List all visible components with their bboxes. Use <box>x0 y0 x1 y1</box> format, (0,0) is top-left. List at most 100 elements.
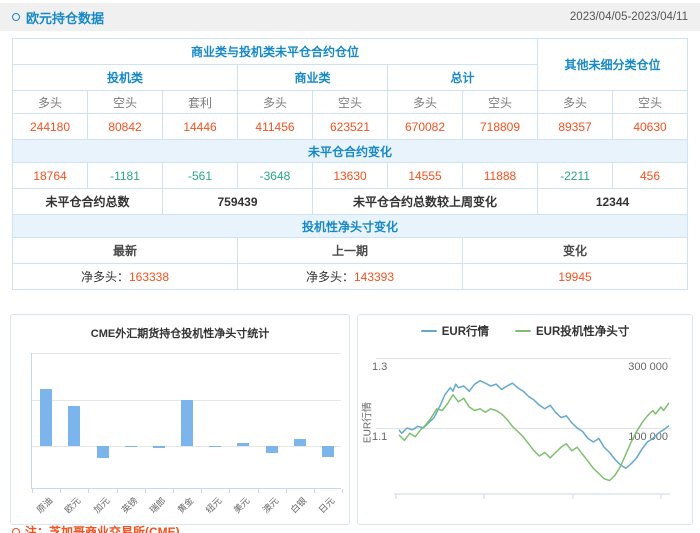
bar-日元 <box>321 446 334 458</box>
group-main-header: 商业类与投机类未平仓合约仓位 <box>12 38 538 65</box>
left-axis-tick-1.1: 1.1 <box>372 431 388 443</box>
bar-x-axis-tick <box>257 489 259 493</box>
left-axis-title: EUR行情 <box>362 401 374 444</box>
bar-黄金 <box>181 399 193 447</box>
line-chart-plot-area <box>394 379 670 499</box>
col-total-short: 空头 <box>462 90 538 114</box>
net-change-cell: 19945 <box>462 263 688 290</box>
category-header-row: 投机类 商业类 总计 <box>12 64 688 91</box>
note-circle-icon <box>12 527 20 533</box>
val-total-long: 670082 <box>387 113 463 140</box>
cot-table: 商业类与投机类未平仓合约仓位 其他未细分类仓位 投机类 商业类 总计 多头 空头… <box>12 38 688 290</box>
net-position-header: 投机性净头寸变化 <box>12 214 688 238</box>
chg-total-long: 14555 <box>387 162 463 189</box>
net-latest-label: 净多头： <box>80 270 129 284</box>
val-comm-short: 623521 <box>312 113 388 140</box>
header-speculative: 投机类 <box>12 64 238 91</box>
legend-line-swatch-blue <box>420 330 437 332</box>
chg-total-short: 11888 <box>462 162 538 189</box>
val-spec-spread: 14446 <box>162 113 238 140</box>
col-spec-long: 多头 <box>12 90 88 114</box>
chg-comm-short: 13630 <box>312 162 388 189</box>
col-change: 变化 <box>462 237 688 264</box>
legend-line-swatch-green <box>515 330 531 332</box>
bar-美元 <box>237 442 250 447</box>
page-title: 欧元持仓数据 <box>26 10 105 26</box>
val-spec-long: 244180 <box>12 113 88 140</box>
col-other-short: 空头 <box>612 90 688 114</box>
left-axis-tick-1.3: 1.3 <box>372 361 388 373</box>
net-latest-value: 163338 <box>128 270 170 284</box>
line-chart-legend: EUR行情 EUR投机性净头寸 <box>358 323 692 339</box>
net-prev-label: 净多头： <box>305 270 354 284</box>
oi-total-value: 759439 <box>162 188 313 215</box>
col-spec-short: 空头 <box>87 90 163 114</box>
positions-value-row: 244180 80842 14446 411456 623521 670082 … <box>12 113 688 140</box>
bar-xlabel-白银: 白银 <box>288 495 309 516</box>
line-gridline-mid <box>376 428 671 429</box>
col-other-long: 多头 <box>537 90 613 114</box>
bar-纽元 <box>209 446 222 448</box>
net-columns-row: 最新 上一期 变化 <box>12 237 688 264</box>
chg-spec-long: 18764 <box>12 162 88 189</box>
oi-total-row: 未平仓合约总数 759439 未平仓合约总数较上周变化 12344 <box>12 188 688 215</box>
chg-other-short: 456 <box>612 162 688 189</box>
bar-英镑 <box>124 446 137 448</box>
bar-gridline <box>32 353 341 354</box>
legend-item-eur-net[interactable]: EUR投机性净头寸 <box>515 323 629 339</box>
bar-chart-title: CME外汇期货持仓投机性净头寸统计 <box>90 328 270 340</box>
footer-note: 注：芝加哥商业交易所(CME) <box>12 523 180 533</box>
oi-weekly-change-value: 12344 <box>537 188 688 215</box>
val-other-short: 40630 <box>612 113 688 140</box>
bar-xlabel-澳元: 澳元 <box>260 495 280 516</box>
bar-xlabel-美元: 美元 <box>232 495 252 516</box>
oi-weekly-change-label: 未平仓合约总数较上周变化 <box>312 188 538 215</box>
header-commercial: 商业类 <box>237 64 388 91</box>
line-series-EUR投机性净头寸 <box>398 394 670 482</box>
position-type-row: 多头 空头 套利 多头 空头 多头 空头 多头 空头 <box>12 90 688 114</box>
oi-total-label: 未平仓合约总数 <box>12 188 163 215</box>
eur-line-chart-panel: EUR行情 EUR投机性净头寸 1.3 1.1 300 000 100 000 … <box>357 314 693 525</box>
group-other-header: 其他未细分类仓位 <box>537 38 688 91</box>
footer-note-text: 注：芝加哥商业交易所(CME) <box>25 525 180 533</box>
col-comm-short: 空头 <box>312 90 388 114</box>
right-axis-tick-300000: 300 000 <box>628 361 668 373</box>
oi-change-header: 未平仓合约变化 <box>12 139 688 163</box>
oi-change-value-row: 18764 -1181 -561 -3648 13630 14555 11888… <box>12 162 688 189</box>
bar-x-axis-tick <box>201 489 203 493</box>
bar-zero-line <box>32 446 341 447</box>
bullet-circle-icon <box>12 13 20 21</box>
header-total: 总计 <box>387 64 538 91</box>
val-other-long: 89357 <box>537 113 613 140</box>
net-prev-cell: 净多头：143393 <box>237 263 463 290</box>
bar-x-axis-tick <box>144 489 146 493</box>
bar-x-axis-tick <box>172 489 174 493</box>
date-range: 2023/04/05-2023/04/11 <box>569 11 688 23</box>
legend-item-eur-price[interactable]: EUR行情 <box>420 323 489 339</box>
bar-x-axis-tick <box>229 489 231 493</box>
col-previous: 上一期 <box>237 237 463 264</box>
bar-加元 <box>96 446 109 459</box>
line-series-EUR行情 <box>398 379 670 470</box>
chg-spec-spread: -561 <box>162 162 238 189</box>
col-latest: 最新 <box>12 237 238 264</box>
col-spec-spread: 套利 <box>162 90 238 114</box>
bar-x-axis-tick <box>342 489 343 493</box>
col-total-long: 多头 <box>387 90 463 114</box>
bar-瑞郎 <box>152 446 165 448</box>
chg-comm-long: -3648 <box>237 162 313 189</box>
line-gridline-top <box>376 358 671 359</box>
group-header-row: 商业类与投机类未平仓合约仓位 其他未细分类仓位 <box>12 38 688 91</box>
title-wrap: 欧元持仓数据 <box>12 8 104 27</box>
bar-chart-plot-area: 原油 欧元 加元 英镑 瑞郎 黄金 纽元 美元 澳元 白银 日元 <box>31 353 343 515</box>
bar-澳元 <box>265 446 278 454</box>
chg-other-long: -2211 <box>537 162 613 189</box>
net-change-value: 19945 <box>558 269 592 284</box>
bar-白银 <box>293 438 306 447</box>
legend-label-eur-net: EUR投机性净头寸 <box>536 326 630 338</box>
chg-spec-short: -1181 <box>87 162 163 189</box>
net-values-row: 净多头：163338 净多头：143393 19945 <box>12 263 688 290</box>
bar-x-axis-tick <box>116 489 118 493</box>
bar-原油 <box>40 388 53 447</box>
